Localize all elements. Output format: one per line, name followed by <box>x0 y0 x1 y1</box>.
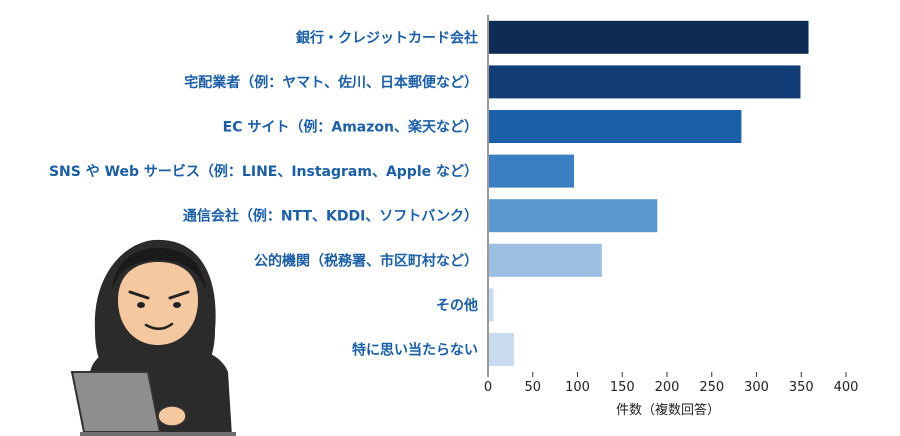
bar-0 <box>489 20 809 54</box>
bar-2 <box>489 110 742 143</box>
x-tick-label-5: 250 <box>699 380 724 395</box>
x-tick-label-3: 150 <box>610 380 635 395</box>
category-label-3: SNS や Web サービス（例：LINE、Instagram、Apple など… <box>49 163 478 180</box>
bar-6 <box>489 288 494 322</box>
x-tick-label-6: 300 <box>744 380 769 395</box>
category-label-6: その他 <box>436 297 478 314</box>
x-tick-label-2: 100 <box>565 380 590 395</box>
bar-4 <box>489 199 658 233</box>
category-label-5: 公的機関（税務署、市区町村など） <box>254 252 478 269</box>
bars-group <box>489 20 809 366</box>
category-label-1: 宅配業者（例：ヤマト、佐川、日本郵便など） <box>184 74 478 91</box>
x-tick-label-4: 200 <box>655 380 680 395</box>
bar-3 <box>489 154 575 188</box>
x-tick-label-0: 0 <box>484 380 492 395</box>
bar-7 <box>489 333 515 366</box>
category-label-0: 銀行・クレジットカード会社 <box>296 29 478 46</box>
category-label-4: 通信会社（例：NTT、KDDI、ソフトバンク） <box>183 208 478 225</box>
bar-1 <box>489 65 801 99</box>
x-axis-title: 件数（複数回答） <box>616 402 720 418</box>
x-tick-label-7: 350 <box>789 380 814 395</box>
hooded-hacker-with-laptop-icon <box>70 239 236 436</box>
x-tick-label-8: 400 <box>834 380 859 395</box>
category-label-2: EC サイト（例：Amazon、楽天など） <box>223 119 478 136</box>
category-label-7: 特に思い当たらない <box>352 342 478 359</box>
x-axis-ticks: 0 50 100 150 200 250 300 350 400 <box>484 372 859 395</box>
x-tick-label-1: 50 <box>524 380 541 395</box>
bar-5 <box>489 243 602 277</box>
